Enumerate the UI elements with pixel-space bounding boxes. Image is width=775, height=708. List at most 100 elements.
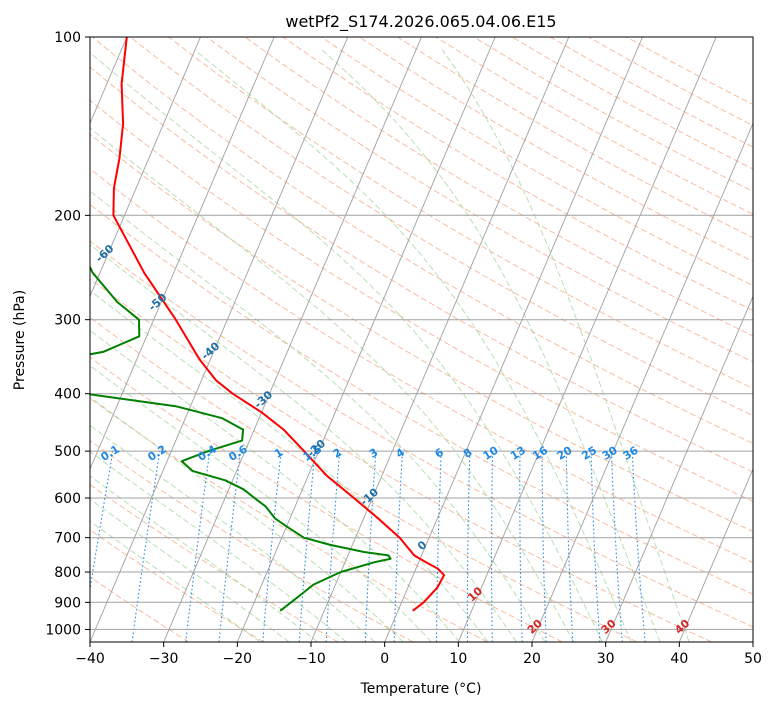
dry-adiabat-line: [90, 440, 414, 642]
moist-adiabat-line: [321, 49, 661, 642]
background-line-grid: [90, 37, 753, 642]
x-tick-label: 20: [523, 651, 541, 667]
x-tick-label: 10: [449, 651, 467, 667]
y-tick-label: 100: [54, 30, 81, 46]
moist-adiabat-line: [90, 520, 261, 642]
moist-adiabat-line: [90, 243, 517, 642]
x-tick-label: 0: [380, 651, 389, 667]
moist-adiabat-line: [90, 396, 404, 642]
mixing-ratio-line: [90, 451, 114, 594]
y-tick-label: 1000: [45, 622, 81, 638]
mixing-ratio-line: [262, 451, 282, 642]
moist-adiabat-line: [90, 127, 575, 642]
isotherm-label: 10: [465, 584, 485, 604]
isotherm-line: [163, 37, 422, 642]
isotherm-line: [90, 37, 275, 471]
isotherm-line: [457, 37, 717, 642]
isotherm-line: [678, 467, 753, 642]
mixing-ratio-label: 0.6: [226, 442, 250, 464]
mixing-ratio-label: 3: [367, 446, 380, 461]
moist-adiabat-line: [90, 451, 347, 642]
dry-adiabat-line: [90, 397, 488, 642]
x-tick-label: −40: [75, 651, 105, 667]
dry-adiabat-line: [588, 37, 753, 127]
temperature-line: [112, 37, 446, 612]
y-tick-label: 200: [54, 208, 81, 224]
dry-adiabat-line: [90, 576, 190, 642]
mixing-ratio-line: [364, 451, 377, 642]
y-tick-label: 500: [54, 444, 81, 460]
moist-adiabat-line: [90, 329, 461, 642]
moist-adiabat-line: [90, 289, 489, 642]
x-tick-label: 40: [670, 651, 688, 667]
y-axis-label: Pressure (hPa): [12, 290, 28, 390]
moist-adiabat-line: [90, 424, 376, 642]
dry-adiabat-line: [90, 203, 753, 595]
mixing-ratio-label: 20: [555, 443, 575, 462]
moist-adiabat-line: [90, 364, 432, 642]
dewpoint-line: [90, 264, 392, 612]
mixing-ratio-line: [590, 451, 601, 642]
isotherm-line: [90, 37, 201, 298]
y-tick-label: 800: [54, 565, 81, 581]
x-axis-ticks: −40 −30 −20 −10 0 10 20 30 40 50: [75, 642, 762, 667]
x-tick-label: 30: [597, 651, 615, 667]
isotherm-line: [236, 37, 496, 642]
x-tick-label: −10: [296, 651, 326, 667]
mixing-ratio-label: 4: [394, 446, 408, 461]
moist-adiabat-line: [90, 475, 319, 642]
mixing-ratio-line: [610, 451, 623, 642]
isotherm-line: [310, 37, 570, 642]
dry-adiabat-line: [282, 37, 753, 312]
x-tick-label: −30: [149, 651, 179, 667]
y-tick-label: 400: [54, 387, 81, 403]
moist-adiabat-line: [90, 498, 290, 642]
dry-adiabat-line: [168, 37, 753, 389]
isotherm-label: -80: [0, 145, 11, 168]
mixing-ratio-label: 30: [600, 443, 620, 462]
x-tick-label: −20: [223, 651, 253, 667]
y-axis-ticks: 100 200 300 400 500 600 700 800 900 1000: [45, 30, 90, 638]
mixing-ratio-label: 25: [579, 444, 599, 463]
mixing-ratio-label: 2: [331, 446, 344, 461]
dry-adiabat-line: [90, 316, 638, 642]
moist-adiabat-line: [441, 49, 690, 642]
dry-adiabat-line: [90, 356, 563, 642]
isotherm-label: 0: [415, 538, 430, 553]
isotherm-label: -50: [146, 291, 170, 314]
mixing-ratio-label: 13: [508, 444, 528, 463]
mixing-ratio-label: 6: [433, 446, 447, 461]
gridlines: [90, 37, 753, 642]
mixing-ratio-label: 1: [272, 446, 285, 461]
dry-adiabat-line: [206, 37, 753, 363]
profile-series: [90, 37, 446, 612]
moist-adiabat-line: [193, 49, 632, 642]
isotherm-label: 30: [599, 617, 619, 637]
x-tick-label: 50: [744, 651, 762, 667]
moist-adiabat-line: [90, 190, 546, 642]
mixing-ratio-label: 0.4: [195, 442, 219, 464]
dry-adiabat-line: [435, 37, 753, 215]
dry-adiabat-line: [90, 133, 753, 533]
dry-adiabat-line: [90, 240, 753, 628]
isotherm-line: [531, 122, 753, 642]
mixing-ratio-line: [298, 451, 316, 642]
dry-adiabat-line: [90, 168, 753, 563]
chart-title: wetPf2_S174.2026.065.04.06.E15: [285, 12, 556, 32]
mixing-ratio-label: 0.2: [145, 443, 168, 464]
dry-adiabat-line: [90, 66, 753, 473]
dry-adiabat-line: [511, 37, 753, 170]
mixing-ratio-line: [466, 451, 471, 642]
isotherm-line: [384, 37, 643, 642]
mixing-ratio-label: 16: [530, 443, 550, 462]
isotherm-label: 40: [672, 617, 692, 637]
dry-adiabat-line: [130, 37, 753, 417]
isotherm-line: [90, 37, 349, 642]
isotherm-line: [752, 640, 753, 642]
isotherm-line: [605, 295, 753, 642]
y-tick-label: 300: [54, 313, 81, 329]
dry-adiabat-line: [90, 483, 339, 642]
dry-adiabat-line: [244, 37, 753, 337]
mixing-ratio-line: [565, 451, 574, 642]
